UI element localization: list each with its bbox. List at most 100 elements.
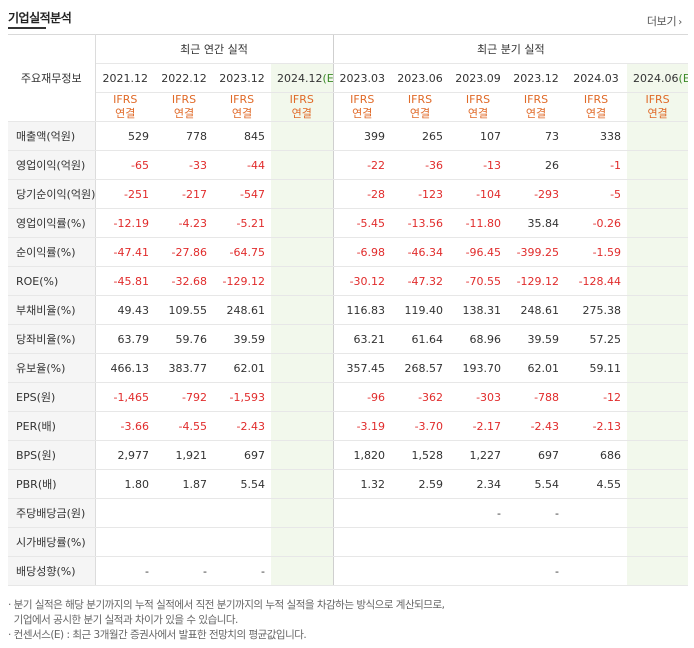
table-cell: 4.55 (565, 469, 628, 499)
table-cell (449, 556, 508, 586)
table-cell: - (213, 556, 271, 586)
table-cell (627, 121, 689, 151)
table-cell (271, 237, 334, 267)
table-cell: -2.13 (565, 411, 628, 441)
estimate-marker: (E) (678, 71, 689, 85)
table-cell: 5.54 (213, 469, 271, 499)
financial-table: 주요재무정보 최근 연간 실적 최근 분기 실적 2021.12 2022.12 2… (8, 34, 689, 586)
table-cell: -128.44 (565, 266, 628, 296)
table-cell: -11.80 (449, 208, 508, 238)
table-cell: -547 (213, 179, 271, 209)
table-cell (213, 527, 271, 557)
basis-consolidated: 연결 (409, 107, 431, 120)
table-cell: - (95, 556, 155, 586)
table-cell: 62.01 (507, 353, 566, 383)
table-row: 배당성향(%) - - - - (8, 556, 689, 586)
table-cell (565, 527, 628, 557)
table-cell (332, 527, 392, 557)
table-cell (627, 150, 689, 180)
table-cell: 35.84 (507, 208, 566, 238)
basis-header: IFRS 연결 (391, 92, 450, 122)
quarterly-group-header: 최근 분기 실적 (332, 34, 689, 64)
table-cell: 107 (449, 121, 508, 151)
table-cell: 116.83 (332, 295, 392, 325)
table-cell: -303 (449, 382, 508, 412)
basis-ifrs: IFRS (113, 93, 138, 106)
table-cell: -792 (155, 382, 213, 412)
row-label: 당기순이익(억원) (8, 179, 96, 209)
table-row: 당좌비율(%) 63.79 59.76 39.59 63.21 61.64 68.96 39.… (8, 324, 689, 354)
basis-consolidated: 연결 (173, 107, 195, 120)
table-cell: -3.70 (391, 411, 450, 441)
basis-header: IFRS 연결 (213, 92, 271, 122)
row-label: 순이익률(%) (8, 237, 96, 267)
title-underline (8, 27, 46, 29)
table-cell (391, 556, 450, 586)
footnote-1: · 분기 실적은 해당 분기까지의 누적 실적에서 직전 분기까지의 누적 실적… (8, 599, 445, 611)
table-cell: -251 (95, 179, 155, 209)
more-link[interactable]: 더보기 › (647, 13, 682, 29)
table-cell: 5.54 (507, 469, 566, 499)
section-title: 기업실적분석 (8, 11, 72, 25)
basis-header: IFRS 연결 (627, 92, 689, 122)
more-label: 더보기 (646, 15, 677, 28)
row-label: 유보율(%) (8, 353, 96, 383)
basis-ifrs: IFRS (229, 93, 255, 106)
row-label: PER(배) (8, 411, 96, 441)
table-cell: - (155, 556, 213, 586)
table-cell: -1,593 (213, 382, 271, 412)
basis-header: IFRS 연결 (565, 92, 628, 122)
table-cell (213, 498, 271, 528)
row-label: 영업이익(억원) (8, 150, 96, 180)
period-header: 2023.09 (449, 63, 508, 93)
annual-group-header: 최근 연간 실적 (95, 34, 334, 64)
chevron-right-icon: › (678, 17, 682, 28)
table-cell (565, 498, 628, 528)
header-row-basis: IFRS 연결 IFRS 연결 IFRS 연결 IFRS 연결 IFRS 연결 IFRS 연결 IFRS… (8, 92, 689, 122)
table-cell: -5.45 (332, 208, 392, 238)
table-cell (627, 556, 689, 586)
period-header: 2022.12 (155, 63, 213, 93)
row-label: ROE(%) (8, 266, 96, 296)
table-cell (391, 498, 450, 528)
table-cell: 61.64 (391, 324, 450, 354)
table-cell: -5 (565, 179, 628, 209)
table-cell: 62.01 (213, 353, 271, 383)
table-cell: -6.98 (332, 237, 392, 267)
table-cell: -96 (332, 382, 392, 412)
table-cell: 57.25 (565, 324, 628, 354)
table-cell (271, 295, 334, 325)
table-row: 부채비율(%) 49.43 109.55 248.61 116.83 119.40 138.… (8, 295, 689, 325)
table-cell (627, 411, 689, 441)
table-cell: 49.43 (95, 295, 155, 325)
basis-header: IFRS 연결 (271, 92, 334, 122)
table-cell: 383.77 (155, 353, 213, 383)
basis-consolidated: 연결 (585, 107, 607, 120)
basis-ifrs: IFRS (645, 93, 670, 106)
table-cell (95, 498, 155, 528)
basis-consolidated: 연결 (231, 107, 253, 120)
table-cell: 39.59 (507, 324, 566, 354)
table-cell: 529 (95, 121, 155, 151)
table-cell: -129.12 (507, 266, 566, 296)
basis-ifrs: IFRS (171, 93, 197, 106)
table-cell (271, 411, 334, 441)
table-cell: -46.34 (391, 237, 450, 267)
table-cell: 1,528 (391, 440, 450, 470)
row-label: EPS(원) (8, 382, 96, 412)
row-label: BPS(원) (8, 440, 96, 470)
table-cell (155, 527, 213, 557)
table-cell (627, 324, 689, 354)
table-cell: -33 (155, 150, 213, 180)
table-cell: - (507, 556, 566, 586)
table-cell (627, 237, 689, 267)
table-cell (155, 498, 213, 528)
table-row: EPS(원) -1,465 -792 -1,593 -96 -362 -303 -788 -12 (8, 382, 689, 412)
table-cell: -3.66 (95, 411, 155, 441)
table-cell: -2.43 (507, 411, 566, 441)
period-header: 2021.12 (95, 63, 155, 93)
table-cell (627, 208, 689, 238)
table-cell: -293 (507, 179, 566, 209)
table-cell: -70.55 (449, 266, 508, 296)
table-cell: 697 (507, 440, 566, 470)
